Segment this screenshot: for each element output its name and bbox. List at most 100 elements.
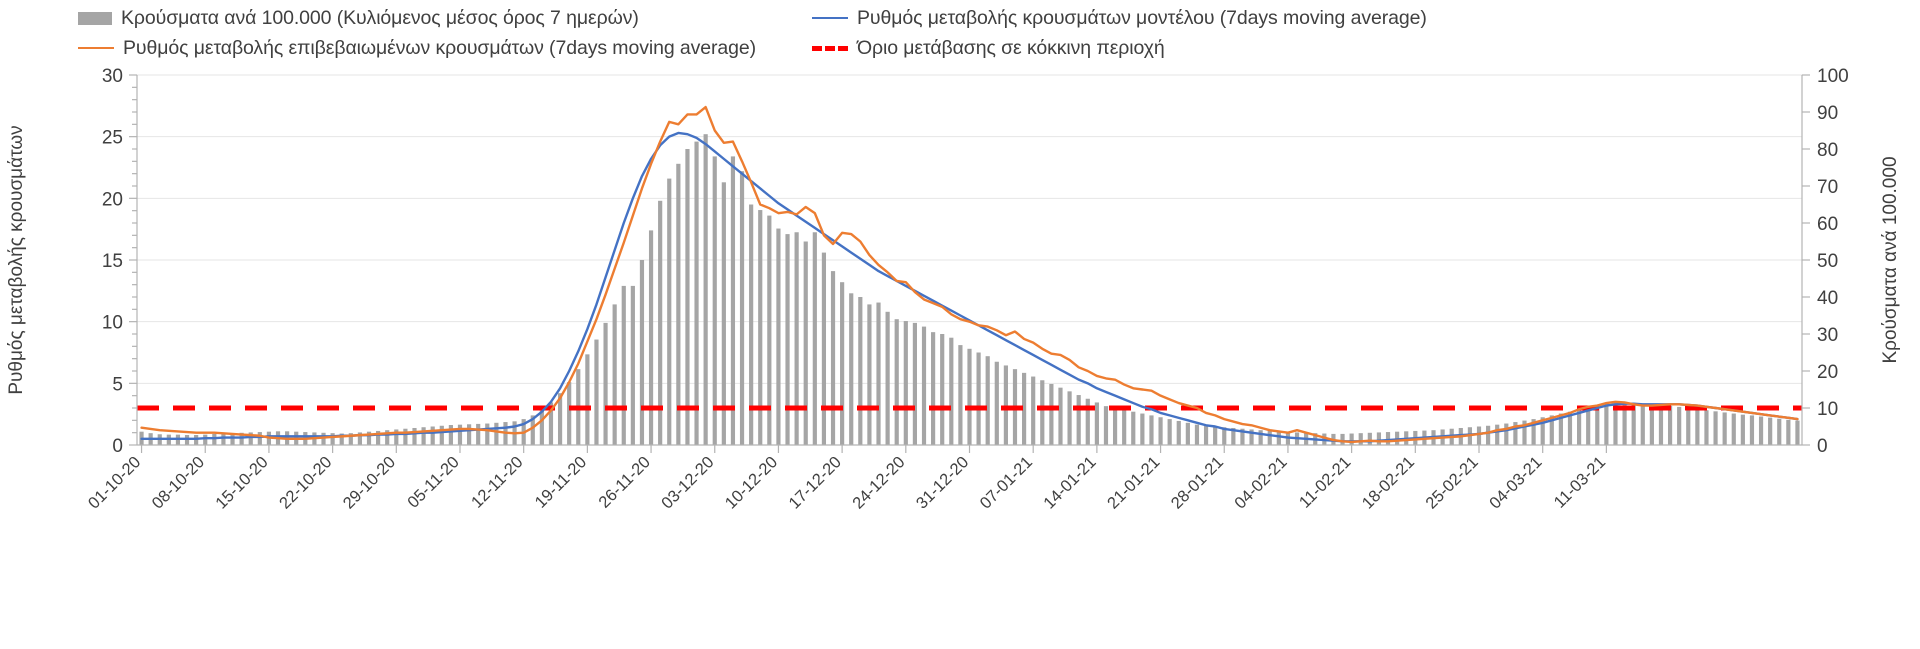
bar — [1040, 380, 1045, 445]
y-axis-title: Ρυθμός μεταβολής κρουσμάτων — [6, 125, 27, 394]
bar — [594, 339, 599, 445]
x-axis-tick-label: 07-01-21 — [977, 453, 1036, 512]
legend-label-confirmed-rate: Ρυθμός μεταβολής επιβεβαιωμένων κρουσμάτ… — [123, 36, 757, 59]
bar — [921, 326, 927, 445]
bar — [1213, 426, 1218, 445]
bar — [339, 433, 344, 445]
bar — [639, 260, 645, 445]
bar — [821, 252, 827, 445]
y-axis-tick-label: 0 — [112, 436, 123, 457]
bar — [894, 319, 899, 445]
bar — [967, 348, 972, 445]
bar — [603, 322, 608, 445]
bar — [1540, 417, 1545, 445]
y2-axis-tick-label: 80 — [1817, 140, 1838, 161]
x-axis-tick-label: 22-10-20 — [276, 453, 335, 512]
x-axis-tick-label: 04-02-21 — [1231, 453, 1290, 512]
bar — [1158, 417, 1163, 445]
bar — [812, 232, 817, 445]
bar — [1640, 403, 1645, 445]
x-axis-tick-label: 05-11-20 — [404, 453, 463, 512]
bar — [1504, 423, 1509, 445]
bar — [494, 422, 499, 445]
bar — [685, 149, 690, 445]
bar — [1513, 422, 1518, 445]
bar — [1604, 403, 1609, 445]
bar — [749, 204, 754, 445]
bar — [1249, 429, 1254, 445]
bar — [1622, 402, 1627, 445]
bar — [1276, 431, 1281, 445]
bar — [803, 241, 808, 445]
bar-series — [139, 134, 1800, 446]
x-axis-tick-label: 11-02-21 — [1296, 453, 1355, 512]
bar — [1103, 406, 1109, 445]
bar — [1531, 419, 1536, 445]
bar — [794, 232, 799, 445]
chart-legend: Κρούσματα ανά 100.000 (Κυλιόμενος μέσος … — [0, 0, 1920, 62]
y2-axis-tick-label: 10 — [1817, 399, 1838, 420]
bar — [1786, 419, 1791, 445]
bar — [1185, 422, 1190, 445]
bar — [1367, 432, 1372, 445]
y2-axis-tick-label: 60 — [1817, 214, 1838, 235]
bar — [776, 228, 781, 445]
bar — [1740, 414, 1745, 445]
x-axis-tick-label: 18-02-21 — [1359, 453, 1418, 512]
bar — [1231, 427, 1236, 445]
bar — [1631, 402, 1636, 445]
y2-axis-tick-label: 90 — [1817, 103, 1838, 124]
legend-item-confirmed-rate: Ρυθμός μεταβολής επιβεβαιωμένων κρουσμάτ… — [78, 36, 756, 60]
bar — [1076, 395, 1081, 445]
bar — [439, 425, 444, 445]
legend-label-threshold: Όριο μετάβασης σε κόκκινη περιοχή — [857, 36, 1165, 59]
legend-label-cases-bars: Κρούσματα ανά 100.000 (Κυλιόμενος μέσος … — [121, 6, 639, 29]
bar — [1667, 405, 1673, 445]
bar — [257, 432, 262, 445]
legend-label-model-rate: Ρυθμός μεταβολής κρουσμάτων μοντέλου (7d… — [857, 6, 1427, 29]
bar — [385, 430, 390, 445]
chart-svg: 0 5 10 15 20 25 30 0 10 20 30 40 50 60 70 80 90 100 01-10-… — [6, 66, 1901, 513]
bar — [785, 234, 790, 445]
bar — [1085, 398, 1090, 445]
x-axis-tick-label: 17-12-20 — [785, 453, 844, 512]
bar — [376, 430, 381, 445]
bar — [1094, 402, 1099, 445]
bar — [357, 432, 363, 445]
x-axis-tick-label: 25-02-21 — [1422, 453, 1481, 512]
x-axis-tick-label: 28-01-21 — [1168, 453, 1227, 512]
bar — [1176, 420, 1181, 445]
x-axis-tick-label: 01-10-20 — [85, 453, 144, 512]
bar — [1795, 420, 1800, 445]
y-axis-tick-label: 5 — [112, 374, 123, 395]
bar — [1777, 418, 1782, 445]
bar — [949, 337, 954, 445]
x-axis-tick-label: 03-12-20 — [658, 453, 717, 512]
y2-axis-tick-label: 70 — [1817, 177, 1838, 198]
bar — [703, 134, 708, 445]
bar — [1704, 410, 1709, 445]
x-axis-tick-label: 08-10-20 — [149, 453, 208, 512]
bar — [676, 163, 681, 446]
bar — [412, 427, 417, 445]
bar-swatch-icon — [78, 11, 112, 25]
bar — [212, 433, 217, 445]
bar — [1131, 411, 1136, 445]
bar — [348, 433, 353, 445]
axes — [129, 74, 1810, 453]
line-swatch-icon-orange — [78, 47, 114, 49]
bar — [1067, 391, 1072, 445]
bar — [612, 304, 617, 445]
x-axis-tick-label: 15-10-20 — [212, 453, 271, 512]
bar — [1385, 432, 1391, 445]
x-axis-tick-label: 12-11-20 — [468, 453, 527, 512]
y2-axis-tick-label: 50 — [1817, 251, 1838, 272]
y-axis-tick-label: 20 — [102, 189, 123, 210]
bar — [1713, 411, 1718, 445]
x-axis-tick-label: 31-12-20 — [913, 453, 972, 512]
bar — [1649, 404, 1654, 445]
bar — [885, 311, 890, 445]
x-axis-tick-label: 11-03-21 — [1551, 453, 1610, 512]
bar — [1558, 413, 1563, 445]
bar — [1112, 408, 1118, 445]
